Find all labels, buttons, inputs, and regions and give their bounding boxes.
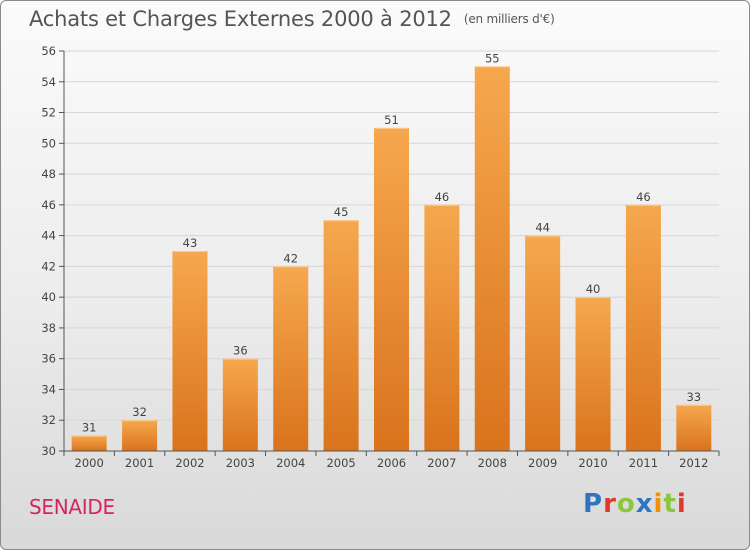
title-unit: (en milliers d'€) <box>463 12 555 26</box>
x-tick-label: 2006 <box>377 456 406 470</box>
y-tick-label: 30 <box>41 444 56 458</box>
y-tick-label: 38 <box>41 321 56 335</box>
bars <box>71 66 712 451</box>
data-label: 32 <box>132 405 147 419</box>
data-label: 51 <box>384 113 399 127</box>
bar <box>676 404 712 451</box>
data-label: 46 <box>636 190 651 204</box>
data-label: 44 <box>535 221 550 235</box>
x-tick-label: 2002 <box>175 456 204 470</box>
axes <box>63 51 719 452</box>
data-label: 36 <box>233 344 248 358</box>
x-tick-label: 2000 <box>75 456 104 470</box>
bar <box>172 251 208 451</box>
bar <box>424 204 460 451</box>
bar <box>625 204 661 451</box>
x-tick-label: 2011 <box>629 456 658 470</box>
x-tick-label: 2007 <box>427 456 456 470</box>
bar <box>525 235 561 451</box>
logo-letter: o <box>616 489 636 519</box>
title-text: Achats et Charges Externes 2000 à 2012 <box>29 7 452 31</box>
logo-letter: t <box>663 489 677 519</box>
data-label: 43 <box>183 236 198 250</box>
data-label: 31 <box>82 421 97 435</box>
y-tick-label: 56 <box>41 44 56 58</box>
data-label: 42 <box>283 251 298 265</box>
bar <box>374 127 409 451</box>
y-tick-label: 48 <box>41 167 56 181</box>
data-label: 33 <box>686 390 701 404</box>
bar <box>71 435 107 451</box>
logo-letter: i <box>676 489 687 519</box>
logo-letter: r <box>603 489 617 519</box>
bar <box>273 266 309 451</box>
bar <box>222 358 258 451</box>
logo-letter: x <box>635 489 654 519</box>
bar <box>323 220 359 451</box>
y-tick-label: 32 <box>41 413 56 427</box>
y-tick-label: 40 <box>41 290 56 304</box>
logo-letter: P <box>583 489 604 519</box>
x-axis-ticks: 2000 2001 2002 2003 2004 2005 2006 2007 2008 2009… <box>63 451 720 470</box>
y-tick-label: 34 <box>41 382 56 396</box>
x-tick-label: 2012 <box>679 456 708 470</box>
x-tick-label: 2010 <box>578 456 607 470</box>
y-tick-label: 50 <box>41 136 56 150</box>
y-tick-label: 52 <box>41 106 56 120</box>
y-tick-label: 46 <box>41 198 56 212</box>
y-tick-label: 36 <box>41 352 56 366</box>
y-axis-ticks: 30 32 34 36 38 40 42 44 46 48 50 52 54 56 <box>41 44 64 458</box>
proxiti-logo: Proxiti <box>583 489 687 519</box>
y-tick-label: 44 <box>41 229 56 243</box>
data-label: 45 <box>334 205 349 219</box>
logo-letter: i <box>653 489 664 519</box>
data-label: 40 <box>586 282 601 296</box>
data-label: 46 <box>435 190 450 204</box>
bar <box>122 420 158 451</box>
data-labels: 31 32 43 36 42 45 51 46 55 44 40 46 33 <box>82 51 701 434</box>
x-tick-label: 2005 <box>326 456 355 470</box>
x-tick-label: 2008 <box>478 456 507 470</box>
x-tick-label: 2001 <box>125 456 154 470</box>
chart-title: Achats et Charges Externes 2000 à 2012 (e… <box>29 7 555 31</box>
bar <box>474 66 510 451</box>
y-tick-label: 42 <box>41 259 56 273</box>
x-tick-label: 2009 <box>528 456 557 470</box>
y-tick-label: 54 <box>41 75 56 89</box>
commune-name: SENAIDE <box>29 495 115 519</box>
x-tick-label: 2004 <box>276 456 305 470</box>
bar <box>575 297 611 451</box>
data-label: 55 <box>485 51 500 65</box>
x-tick-label: 2003 <box>226 456 255 470</box>
